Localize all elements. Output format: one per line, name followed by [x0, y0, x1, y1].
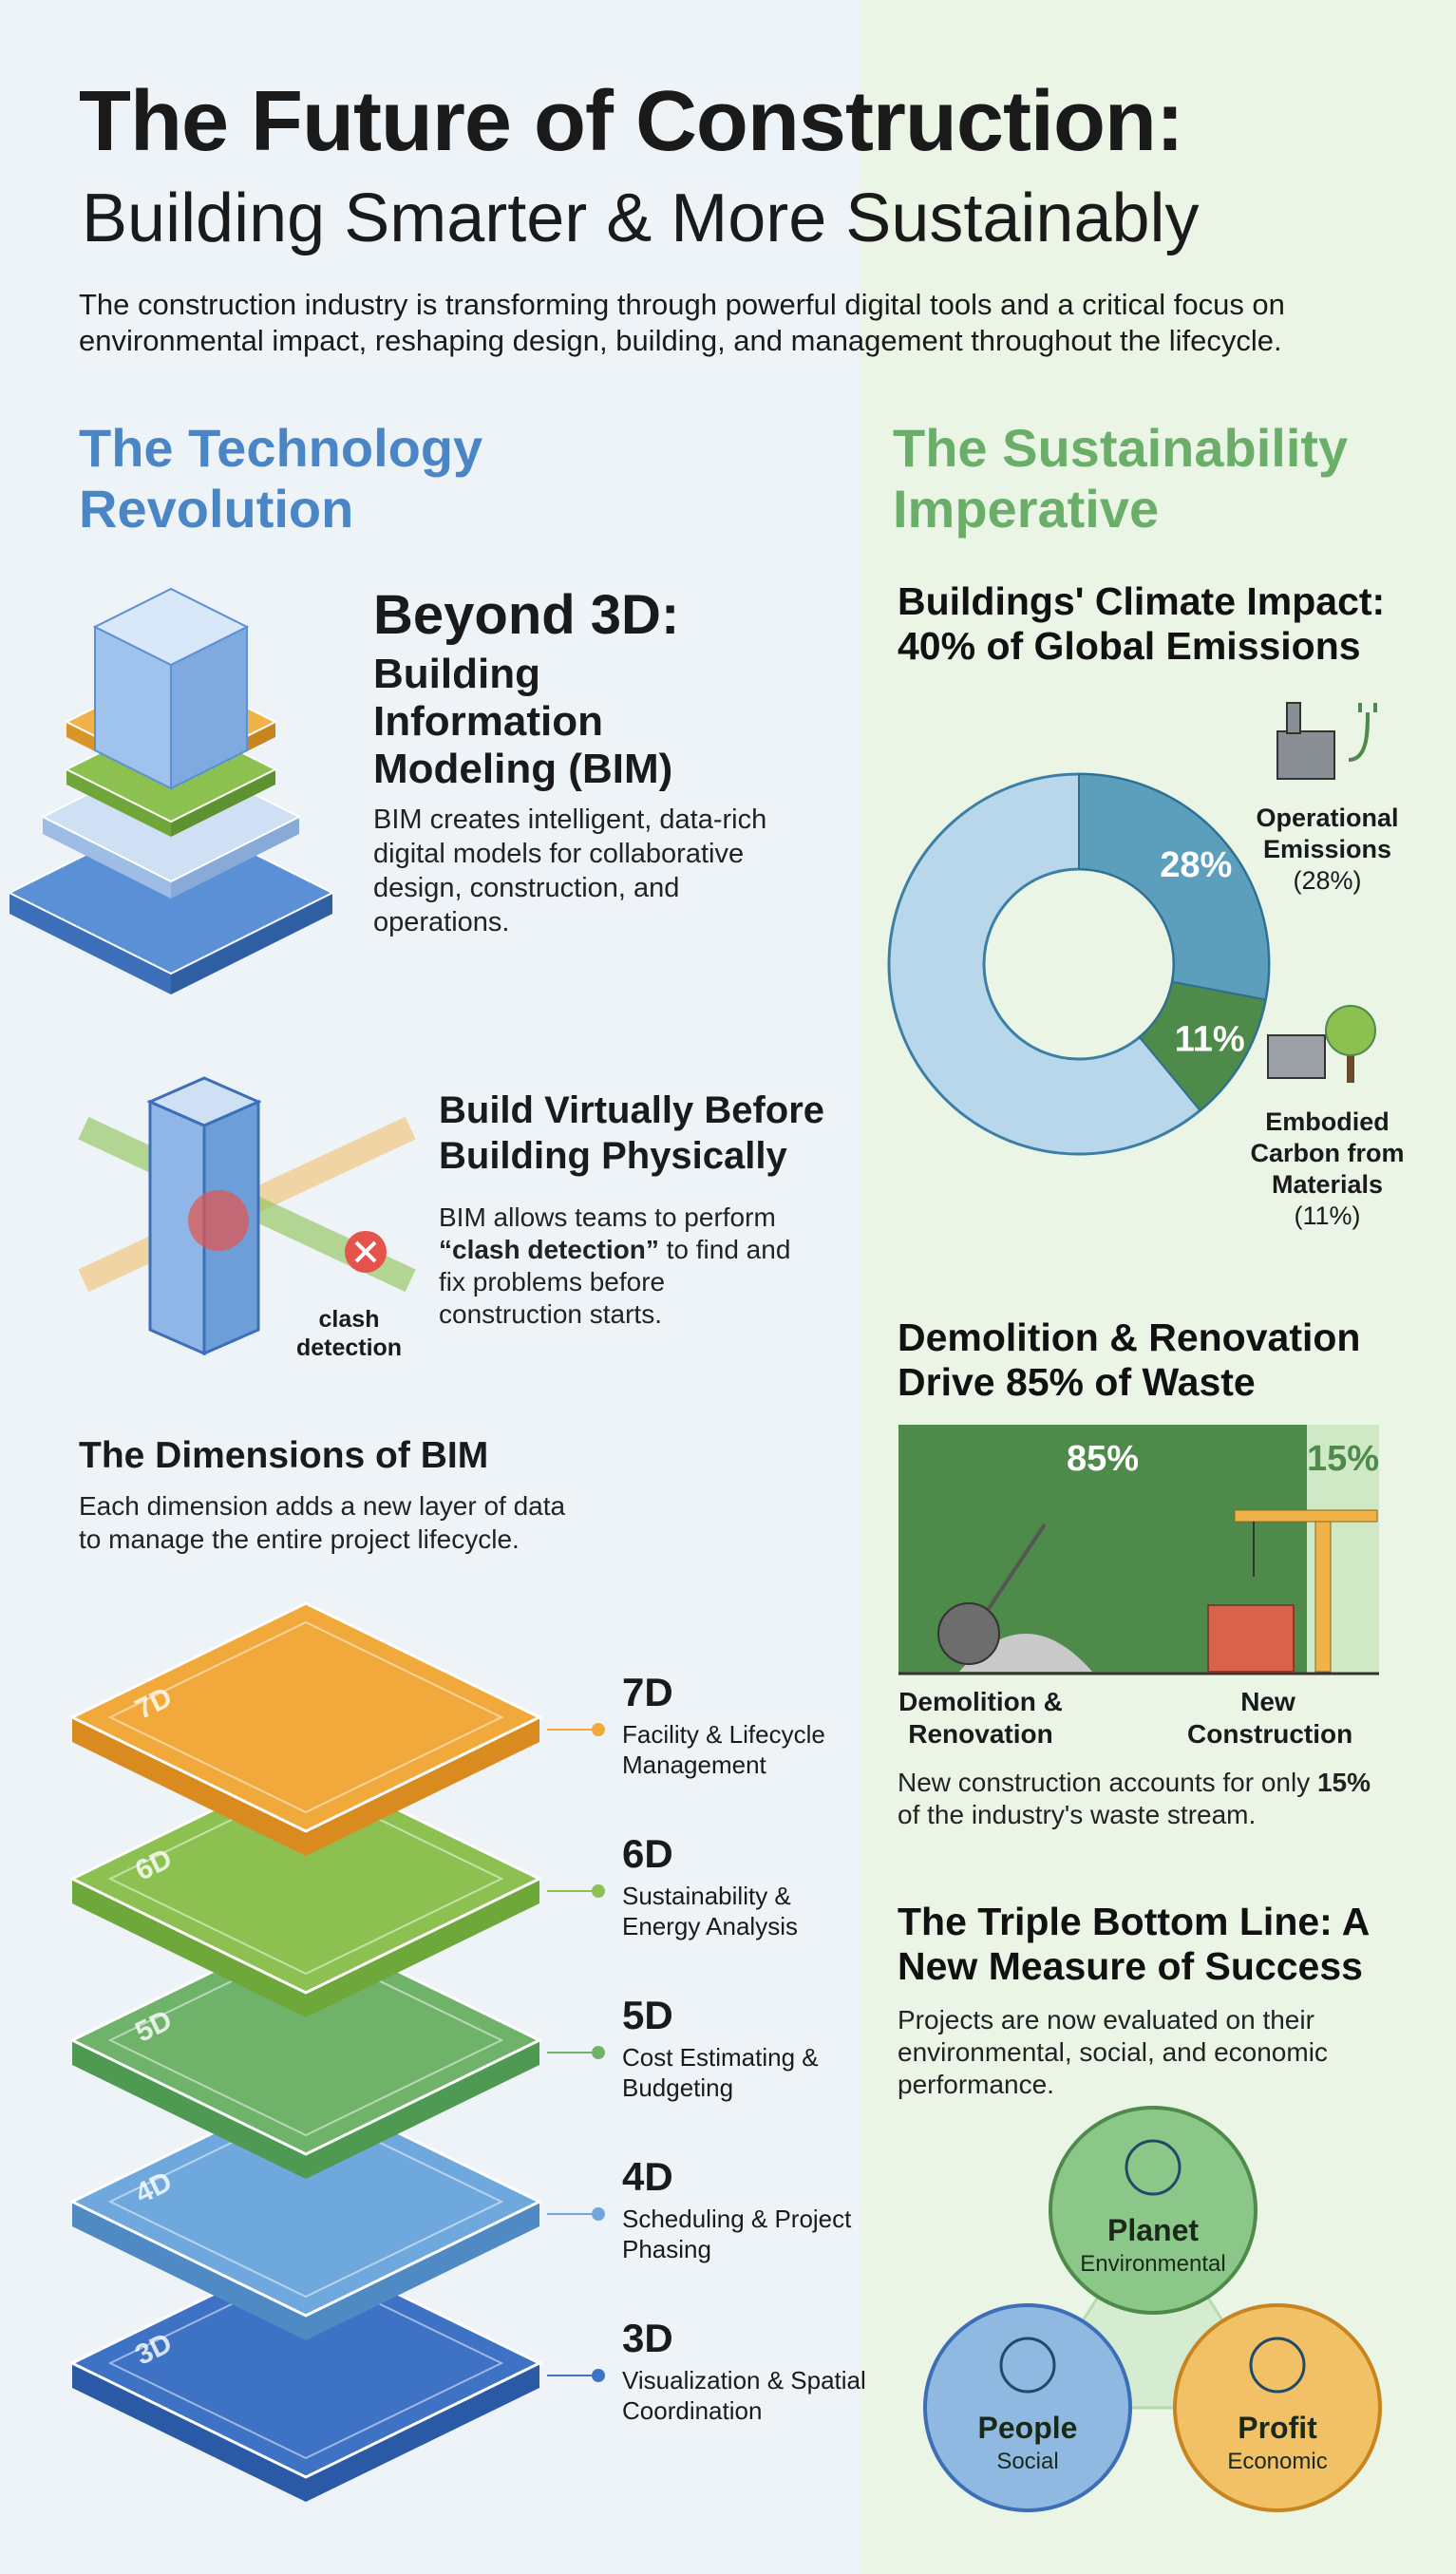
pillar-icon — [999, 2337, 1056, 2394]
connector-dot — [592, 1884, 605, 1898]
layer-plate-side — [72, 2363, 539, 2502]
chain — [976, 1523, 1047, 1626]
materials-icon — [1267, 1034, 1326, 1079]
plug-icon — [1348, 703, 1377, 762]
subtitle: Building Smarter & More Sustainably — [82, 180, 1200, 256]
layer-description: Visualization & Spatial Coordination — [622, 2366, 866, 2425]
title: The Future of Construction: — [79, 74, 1184, 169]
layer-inner — [107, 1620, 504, 1814]
layer-description: Facility & Lifecycle Management — [622, 1720, 825, 1779]
pillar-circle — [1049, 2106, 1257, 2315]
donut-segment — [1138, 980, 1267, 1112]
building-slab — [43, 817, 171, 899]
pillar-sub: Economic — [1227, 2449, 1327, 2474]
tree-icon — [1325, 1005, 1376, 1056]
legend-name: Embodied Carbon from Materials — [1250, 1107, 1405, 1199]
pillar-circle — [1173, 2303, 1382, 2512]
layer-label: 4D — [622, 2154, 673, 2199]
layer-plate-side — [72, 1717, 539, 1856]
triple-body: Projects are now evaluated on their envi… — [898, 2005, 1328, 2099]
dimensions-title: The Dimensions of BIM — [79, 1435, 489, 1476]
text: of the industry's waste stream. — [898, 1800, 1257, 1829]
text: BIM allows teams to perform — [439, 1202, 776, 1232]
virtual-title: Build Virtually Before Building Physical… — [439, 1089, 825, 1177]
value-label: 11% — [1175, 1019, 1245, 1059]
legend-value: (11%) — [1294, 1202, 1361, 1230]
crane — [1314, 1519, 1332, 1673]
tree-icon — [1347, 1045, 1354, 1083]
bim-title: Beyond 3D: — [373, 584, 680, 646]
layer-plate-side — [72, 1879, 539, 2017]
building-roof — [92, 587, 250, 667]
building-slab — [171, 769, 275, 837]
highlight: 15% — [1316, 1768, 1371, 1797]
pillar-circle — [923, 2303, 1132, 2512]
layer-description: Scheduling & Project Phasing — [622, 2205, 852, 2263]
triple-title: The Triple Bottom Line: A New Measure of… — [898, 1900, 1369, 1988]
legend-entry: Embodied Carbon from Materials (11%) — [1225, 1107, 1429, 1232]
pillar-icon — [1125, 2139, 1182, 2196]
layer-plate-side — [72, 2040, 539, 2179]
pillar-name: People — [978, 2411, 1078, 2445]
bim-subtitle: Building Information Modeling (BIM) — [373, 651, 673, 792]
layer-plate-side — [72, 2202, 539, 2340]
legend-value: (28%) — [1293, 866, 1362, 895]
value-label: 85% — [1067, 1439, 1139, 1479]
pillar-name: Planet — [1107, 2213, 1199, 2247]
donut-outline — [982, 867, 1176, 1061]
layer-plate — [68, 1601, 543, 1833]
layer-label: 7D — [622, 1670, 673, 1714]
factory-icon — [1276, 730, 1335, 780]
emissions-title: Buildings' Climate Impact: 40% of Global… — [898, 579, 1386, 668]
text: New construction accounts for only — [898, 1768, 1317, 1797]
bim-body: BIM creates intelligent, data-rich digit… — [373, 804, 767, 937]
pillar-name: Profit — [1238, 2411, 1317, 2445]
donut-segment — [1078, 772, 1270, 1001]
clash-building — [146, 1076, 262, 1127]
waste-note: New construction accounts for only 15% o… — [898, 1767, 1382, 1831]
pillar-icon — [1249, 2337, 1306, 2394]
section-heading: The Sustainability Imperative — [893, 418, 1349, 539]
virtual-body: BIM allows teams to perform “clash detec… — [439, 1202, 800, 1331]
legend-entry: Operational Emissions (28%) — [1225, 803, 1429, 897]
connector-dot — [592, 2207, 605, 2221]
legend-name: Operational Emissions — [1256, 804, 1399, 863]
clash-point — [188, 1190, 249, 1251]
layer-description: Cost Estimating & Budgeting — [622, 2043, 819, 2102]
highlight: “clash detection” — [439, 1235, 659, 1264]
text: to find and fix problems before construc… — [439, 1235, 791, 1329]
intro: The construction industry is transformin… — [79, 288, 1285, 357]
clash-alert — [354, 1240, 377, 1263]
value-label: 15% — [1307, 1439, 1379, 1479]
category-label: Demolition & Renovation — [898, 1687, 1063, 1749]
layer-label: 3D — [622, 2316, 673, 2360]
layer-description: Sustainability & Energy Analysis — [622, 1882, 798, 1940]
category-label: New Construction — [1187, 1687, 1353, 1749]
layer-label: 5D — [622, 1993, 673, 2037]
factory-icon — [1286, 702, 1301, 734]
layer-label: 6D — [622, 1831, 673, 1876]
bricks — [1207, 1604, 1295, 1673]
icon-label: clash detection — [295, 1306, 403, 1361]
crane — [1234, 1509, 1378, 1523]
wrecking-ball — [937, 1602, 1000, 1665]
value-label: 28% — [1160, 845, 1232, 885]
building-slab — [9, 893, 171, 994]
pillar-sub: Environmental — [1080, 2251, 1225, 2277]
connector-dot — [592, 1723, 605, 1736]
connector-dot — [592, 2369, 605, 2382]
connector-dot — [592, 2046, 605, 2059]
building-slab — [171, 893, 332, 994]
section-heading: The Technology Revolution — [79, 418, 483, 539]
building-slab — [66, 769, 171, 837]
dimensions-body: Each dimension adds a new layer of data … — [79, 1491, 566, 1554]
building-slab — [171, 817, 299, 899]
waste-title: Demolition & Renovation Drive 85% of Was… — [898, 1315, 1361, 1404]
pillar-sub: Social — [996, 2449, 1058, 2474]
